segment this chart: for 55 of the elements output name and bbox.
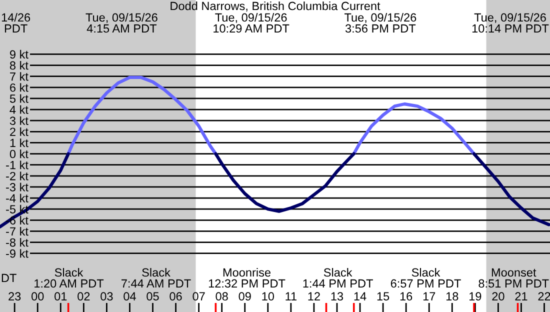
y-tick-label: -2 kt xyxy=(6,172,28,180)
y-tick-label: -1 kt xyxy=(6,160,28,170)
annotation: Slack 7:44 AM PDT xyxy=(122,268,191,288)
annotation: Moonset 8:51 PM PDT xyxy=(478,268,549,288)
x-tick-label: 23 xyxy=(8,292,21,301)
annotation: Slack 6:57 PM PDT xyxy=(390,268,461,288)
y-tick-label: 6 kt xyxy=(10,83,28,92)
y-tick-label: -7 kt xyxy=(6,226,28,236)
annotation: Tue, 09/15/26 4:15 AM PDT xyxy=(86,12,158,33)
annotation: Tue, 09/15/26 10:14 PM PDT xyxy=(472,12,549,33)
x-tick-label: 03 xyxy=(100,292,113,301)
x-tick-label: 19 xyxy=(469,292,482,301)
y-tick-label: -3 kt xyxy=(6,182,28,192)
x-tick-label: 11 xyxy=(286,292,296,300)
annotation: Moonrise 12:32 PM PDT xyxy=(208,268,286,288)
x-tick-label: 01 xyxy=(54,292,67,301)
annotation: Tue, 09/15/26 3:56 PM PDT xyxy=(344,12,416,33)
x-tick-label: 04 xyxy=(124,292,136,301)
x-tick-label: 13 xyxy=(331,292,344,301)
x-tick-label: 18 xyxy=(446,292,458,301)
x-tick-label: 10 xyxy=(262,292,274,301)
x-tick-label: 22 xyxy=(538,292,550,300)
x-tick-label: 21 xyxy=(515,292,528,300)
x-tick-label: 09 xyxy=(238,292,251,301)
x-tick-label: 12 xyxy=(308,292,320,300)
y-tick-label: 0 kt xyxy=(10,150,28,158)
x-tick-label: 16 xyxy=(400,292,412,301)
y-tick-label: 7 kt xyxy=(10,72,28,81)
y-tick-label: -6 kt xyxy=(6,216,28,225)
x-tick-label: 02 xyxy=(78,292,90,301)
annotation: Slack 1:44 PM PDT xyxy=(303,268,373,288)
y-tick-label: 4 kt xyxy=(10,105,28,114)
x-tick-label: 07 xyxy=(192,292,205,301)
y-tick-label: 9 kt xyxy=(10,50,28,59)
annotation: 14/26 PDT xyxy=(2,12,30,33)
y-tick-label: -4 kt xyxy=(6,194,28,202)
x-tick-label: 20 xyxy=(492,292,504,301)
chart-title: Dodd Narrows, British Columbia Current xyxy=(170,2,380,12)
y-tick-label: -9 kt xyxy=(6,249,28,258)
x-tick-label: 14 xyxy=(354,292,366,300)
y-tick-label: 3 kt xyxy=(10,116,28,125)
x-tick-label: 05 xyxy=(146,292,159,301)
x-tick-label: 06 xyxy=(170,292,182,301)
annotation: DT xyxy=(2,274,16,282)
x-tick-label: 00 xyxy=(32,292,44,301)
y-tick-label: 2 kt xyxy=(10,127,28,136)
y-tick-label: 1 kt xyxy=(10,138,28,148)
annotation: Tue, 09/15/26 10:29 AM PDT xyxy=(214,12,290,33)
x-tick-label: 17 xyxy=(423,292,436,300)
y-tick-label: 5 kt xyxy=(10,94,28,103)
y-tick-label: 8 kt xyxy=(10,61,28,70)
x-tick-label: 08 xyxy=(216,292,228,301)
x-tick-label: 15 xyxy=(377,292,390,301)
annotation: Slack 1:20 AM PDT xyxy=(34,268,104,288)
y-tick-label: -8 kt xyxy=(6,238,28,247)
